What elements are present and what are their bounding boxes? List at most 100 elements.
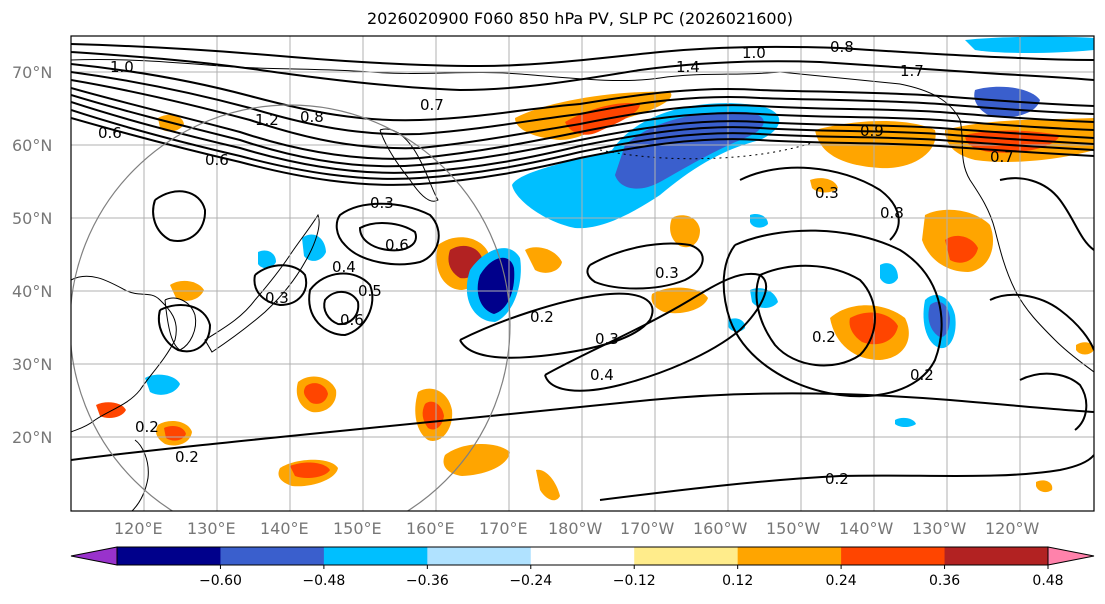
- negative-pv-region: [750, 214, 768, 228]
- jet-contour: [71, 63, 1094, 122]
- positive-pv-core: [290, 462, 330, 478]
- contour-label: 0.6: [205, 151, 229, 169]
- colorbar-tick-label: 0.48: [1032, 573, 1063, 589]
- contour-label: 0.9: [860, 122, 884, 140]
- contour-label: 0.3: [655, 264, 679, 282]
- positive-pv-region: [1036, 480, 1053, 493]
- aleutian-islands: [599, 141, 816, 160]
- positive-pv-region: [1076, 342, 1094, 355]
- colorbar-outline: [116, 546, 1049, 566]
- lon-label-120w: 120°W: [985, 519, 1040, 538]
- colorbar-segment: [427, 547, 532, 565]
- positive-pv-region: [810, 178, 838, 193]
- colorbar: −0.60 −0.48 −0.36 −0.24 −0.12 0.12 0.24 0.36 0.4…: [70, 546, 1095, 589]
- lon-label-160e: 160°E: [406, 519, 455, 538]
- korea-coastline: [164, 297, 197, 351]
- negative-pv-region: [302, 234, 326, 261]
- lon-label-170w: 170°W: [620, 519, 675, 538]
- latitude-labels: 70°N 60°N 50°N 40°N 30°N 20°N: [12, 63, 52, 447]
- lon-label-140e: 140°E: [260, 519, 309, 538]
- jet-contour: [71, 79, 1094, 150]
- contour-label: 0.2: [910, 366, 934, 384]
- negative-pv-region: [965, 36, 1094, 53]
- alaska-coastline: [779, 71, 996, 231]
- reference-circle: [71, 104, 511, 511]
- lon-label-180w: 180°W: [548, 519, 603, 538]
- contour: [71, 43, 1094, 68]
- negative-pv-core: [615, 111, 764, 189]
- colorbar-segment: [634, 547, 739, 565]
- contour-label: 1.0: [110, 58, 134, 76]
- colorbar-segment: [323, 547, 428, 565]
- lat-label-30n: 30°N: [12, 355, 52, 374]
- contour-label: 0.6: [98, 124, 122, 142]
- jet-contour: [71, 94, 1094, 168]
- lon-label-130e: 130°E: [187, 519, 236, 538]
- negative-pv-region: [145, 374, 180, 395]
- contour-label: 0.2: [135, 418, 159, 436]
- contour-label: 0.3: [265, 289, 289, 307]
- contour-label: 0.2: [812, 328, 836, 346]
- contour-label: 0.6: [340, 311, 364, 329]
- contour: [459, 292, 654, 359]
- contour: [358, 222, 417, 252]
- colorbar-segment: [117, 547, 221, 565]
- positive-pv-region: [670, 215, 700, 248]
- contour: [335, 202, 440, 266]
- contour: [599, 454, 1094, 501]
- lon-label-160w: 160°W: [693, 519, 748, 538]
- contour-label: 0.2: [825, 470, 849, 488]
- positive-pv-core: [303, 383, 328, 404]
- positive-pv-region: [443, 444, 510, 476]
- lat-label-60n: 60°N: [12, 136, 52, 155]
- contour-label: 0.4: [590, 366, 614, 384]
- lon-label-170e: 170°E: [479, 519, 528, 538]
- map-title: 2026020900 F060 850 hPa PV, SLP PC (2026…: [366, 9, 794, 28]
- contour: [544, 272, 767, 392]
- colorbar-min-extend: [70, 546, 118, 566]
- colorbar-tick-label: −0.24: [509, 573, 552, 589]
- colorbar-tick-label: 0.24: [826, 573, 857, 589]
- contour: [586, 242, 704, 290]
- positive-pv-region: [525, 247, 562, 273]
- jet-contour: [71, 71, 1094, 136]
- contour: [152, 190, 207, 242]
- negative-pv-region: [258, 250, 276, 269]
- colorbar-segment: [220, 547, 325, 565]
- jet-contour: [71, 109, 1094, 180]
- contour: [722, 229, 943, 398]
- colorbar-tick-label: −0.60: [199, 573, 242, 589]
- colorbar-tick-label: 0.36: [929, 573, 960, 589]
- contour: [323, 291, 360, 326]
- contour-label: 0.8: [880, 204, 904, 222]
- colorbar-segment: [944, 547, 1049, 565]
- map-frame: [70, 35, 1095, 512]
- contour-label: 1.4: [676, 58, 700, 76]
- siberia-coastline: [71, 58, 781, 82]
- contour-label: 1.2: [255, 111, 279, 129]
- longitude-labels: 120°E 130°E 140°E 150°E 160°E 170°E 180°…: [114, 519, 1040, 538]
- jet-contour: [71, 87, 1094, 160]
- contour-label: 0.8: [830, 38, 854, 56]
- contour-label: 1.7: [900, 62, 924, 80]
- contour: [739, 166, 900, 241]
- negative-pv-core: [928, 301, 950, 338]
- north-america-coastline: [994, 229, 1094, 373]
- positive-pv-core: [945, 235, 978, 263]
- jet-contour: [71, 117, 1094, 186]
- philippines-coastline: [131, 439, 149, 511]
- contour: [999, 177, 1094, 251]
- lat-label-70n: 70°N: [12, 63, 52, 82]
- colorbar-tick-label: 0.12: [722, 573, 753, 589]
- lon-label-150e: 150°E: [333, 519, 382, 538]
- asia-coastline: [71, 275, 177, 433]
- lat-label-40n: 40°N: [12, 282, 52, 301]
- contour-label: 0.3: [815, 184, 839, 202]
- lon-label-140w: 140°W: [839, 519, 894, 538]
- contour-label: 0.7: [420, 96, 444, 114]
- contour-label: 0.2: [175, 448, 199, 466]
- contour-label: 0.5: [358, 282, 382, 300]
- contour: [71, 392, 1094, 461]
- colorbar-max-extend: [1047, 546, 1095, 566]
- contour-label: 1.0: [742, 44, 766, 62]
